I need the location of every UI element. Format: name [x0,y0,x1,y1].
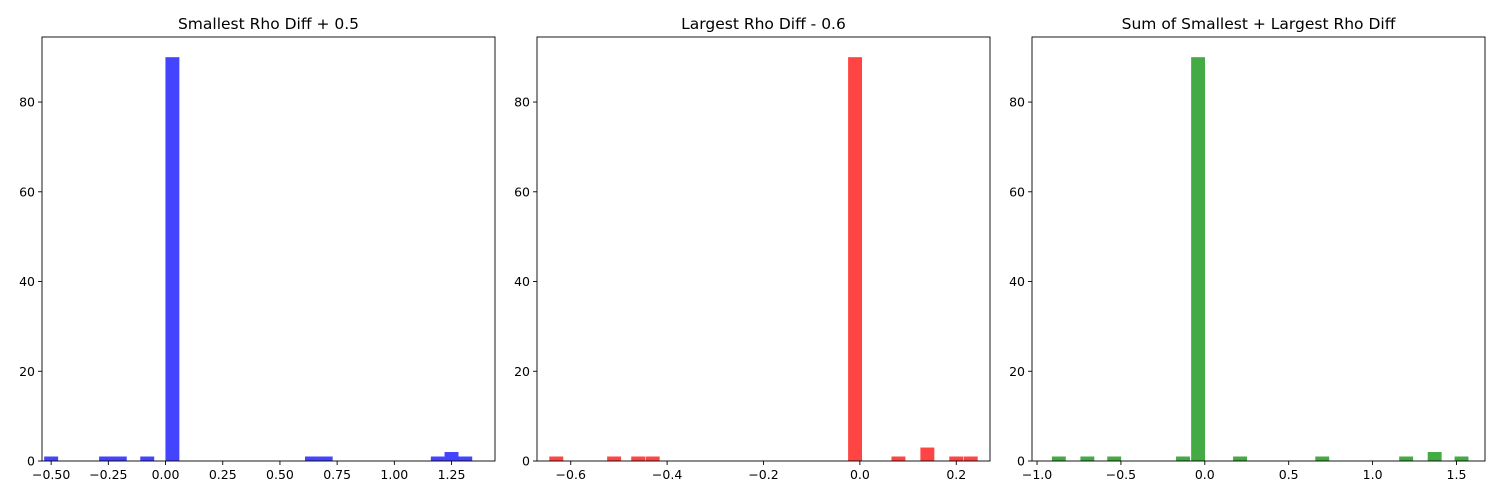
histogram-bar [444,452,459,461]
y-tick-label: 40 [19,274,35,289]
axes-frame [41,36,496,462]
histogram-bar [99,456,114,461]
histogram-bar [44,456,59,461]
y-tick-label: 0 [522,454,530,469]
y-tick-label: 60 [19,184,35,199]
y-tick-label: 80 [1009,95,1025,110]
histogram-bar [1051,456,1066,461]
x-tick-label: 1.0 [1363,467,1383,482]
histogram-bar [318,456,333,461]
x-tick-label: 0.00 [152,467,180,482]
chart-title: Smallest Rho Diff + 0.5 [178,15,359,33]
x-tick-label: 1.25 [438,467,466,482]
histogram-bar [305,456,319,461]
x-tick-label: 0.25 [209,467,237,482]
chart-title: Sum of Smallest + Largest Rho Diff [1122,15,1396,33]
subplot-1: −0.50 −0.25 0.00 0.25 0.50 0.75 1.00 1.25 0 20 40 6… [19,15,496,482]
x-tick-label: 0.50 [266,467,294,482]
y-tick-label: 80 [19,95,35,110]
histogram-bar [1233,456,1247,461]
histogram-bar [1315,456,1330,461]
histogram-bar [848,57,863,461]
subplot-2: −0.6 −0.4 −0.2 0.0 0.2 0 20 40 60 80 Largest Rho D… [514,15,991,482]
y-tick-label: 20 [514,364,530,379]
histogram-bar [1399,456,1414,461]
histogram-bar [607,456,622,461]
histogram-bar [1454,456,1469,461]
histogram-bar [645,456,660,461]
y-tick-label: 60 [1009,184,1025,199]
x-tick-label: 0.2 [946,467,966,482]
histogram-bar [631,456,646,461]
x-tick-label: −0.2 [748,467,778,482]
histogram-bar [549,456,564,461]
x-tick-label: −1.0 [1022,467,1052,482]
histogram-bar [112,456,127,461]
x-tick-label: −0.25 [89,467,127,482]
histogram-bar [140,456,155,461]
histogram-bar [430,456,445,461]
x-tick-label: 0.0 [850,467,870,482]
y-tick-label: 60 [514,184,530,199]
x-tick-label: −0.50 [32,467,70,482]
histogram-bar [1427,452,1442,461]
histogram-bar [949,456,964,461]
x-tick-label: 0.75 [323,467,351,482]
y-tick-label: 20 [1009,364,1025,379]
y-tick-label: 0 [1017,454,1025,469]
y-tick-label: 0 [27,454,35,469]
x-tick-label: −0.5 [1106,467,1136,482]
x-tick-label: −0.6 [556,467,586,482]
chart-title: Largest Rho Diff - 0.6 [681,15,846,33]
y-tick-label: 40 [514,274,530,289]
histogram-bar [891,456,906,461]
histogram-bar [1191,57,1206,461]
histogram-bar [963,456,978,461]
y-tick-label: 40 [1009,274,1025,289]
histogram-bar [920,447,935,461]
x-tick-label: −0.4 [652,467,682,482]
histogram-bar [1107,456,1122,461]
x-tick-label: 0.0 [1195,467,1215,482]
x-tick-label: 1.00 [380,467,408,482]
histogram-bar [165,57,180,461]
histogram-bar [1080,456,1095,461]
histogram-bar [458,456,473,461]
y-tick-label: 80 [514,95,530,110]
x-tick-label: 1.5 [1447,467,1467,482]
histogram-bar [1176,456,1190,461]
x-tick-label: 0.5 [1279,467,1299,482]
y-tick-label: 20 [19,364,35,379]
axes-frame [1031,36,1486,462]
subplot-3: −1.0 −0.5 0.0 0.5 1.0 1.5 0 20 40 60 80 Sum of Smal… [1009,15,1486,482]
axes-frame [536,36,991,462]
